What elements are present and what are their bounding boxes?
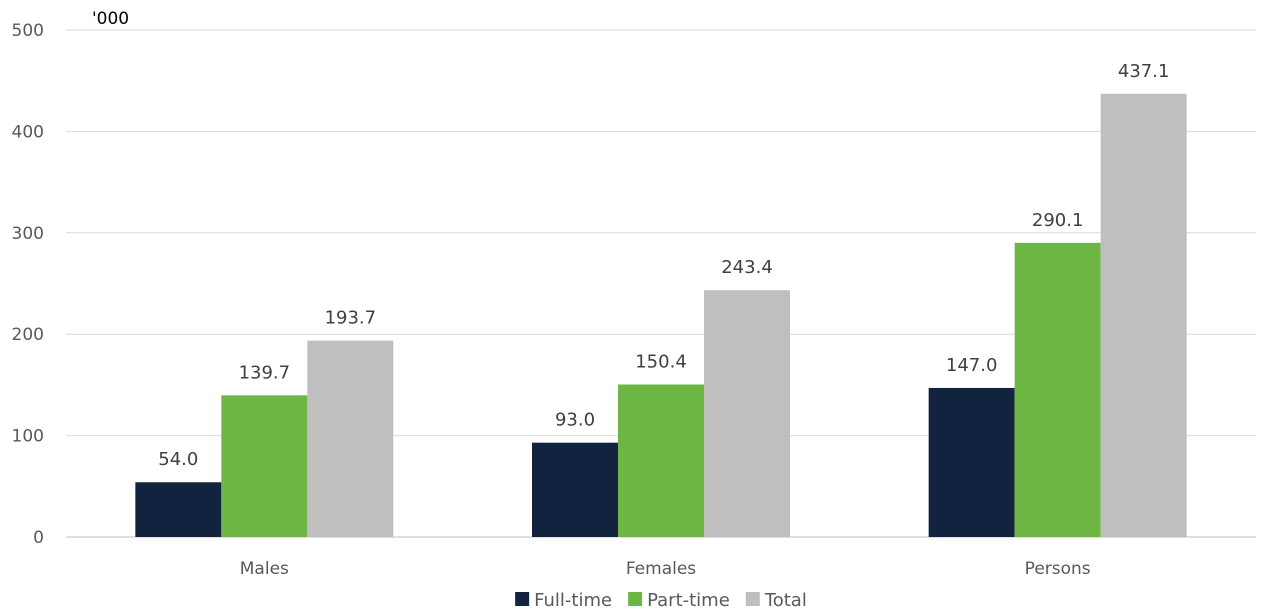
- data-labels: 54.0 139.7 193.7 93.0 150.4 243.4 147.0 290.1 43…: [158, 61, 1169, 470]
- bar-full-time-males: [135, 482, 222, 537]
- data-label: 243.4: [721, 257, 773, 278]
- y-tick-label: 400: [12, 122, 44, 142]
- x-category-label: Females: [626, 559, 696, 579]
- data-label: 93.0: [555, 410, 595, 431]
- x-category-label: Males: [240, 559, 289, 579]
- legend-swatch: [745, 592, 760, 606]
- data-label: 139.7: [239, 362, 291, 383]
- unit-label: '000: [92, 9, 129, 29]
- bar-total-males: [307, 340, 394, 537]
- bar-part-time-males: [221, 395, 308, 537]
- legend-swatch: [628, 592, 643, 606]
- y-tick-label: 0: [33, 528, 44, 548]
- data-label: 54.0: [158, 449, 198, 470]
- data-label: 150.4: [635, 351, 687, 372]
- data-label: 290.1: [1032, 210, 1084, 231]
- legend-label: Full-time: [534, 590, 612, 611]
- bar-full-time-females: [532, 442, 618, 537]
- y-tick-label: 500: [12, 21, 44, 41]
- y-tick-label: 200: [12, 325, 44, 345]
- y-tick-label: 100: [12, 427, 44, 447]
- bar-part-time-persons: [1014, 242, 1101, 537]
- legend-label: Total: [764, 590, 807, 611]
- bar-total-females: [704, 290, 790, 537]
- x-category-label: Persons: [1025, 559, 1091, 579]
- bar-total-persons: [1100, 93, 1187, 537]
- bar-part-time-females: [618, 384, 704, 537]
- y-axis: 0 100 200 300 400 500: [12, 21, 44, 548]
- legend-swatch: [515, 592, 530, 606]
- legend-item-total: Total: [745, 590, 807, 611]
- legend-item-full-time: Full-time: [515, 590, 612, 611]
- data-label: 147.0: [946, 355, 998, 376]
- legend: Full-time Part-time Total: [515, 590, 807, 611]
- bar-full-time-persons: [928, 387, 1015, 537]
- legend-label: Part-time: [647, 590, 730, 611]
- legend-item-part-time: Part-time: [628, 590, 730, 611]
- y-tick-label: 300: [12, 224, 44, 244]
- data-label: 437.1: [1118, 61, 1170, 82]
- x-axis: Males Females Persons: [240, 559, 1091, 579]
- bars: [135, 93, 1187, 537]
- data-label: 193.7: [325, 308, 377, 329]
